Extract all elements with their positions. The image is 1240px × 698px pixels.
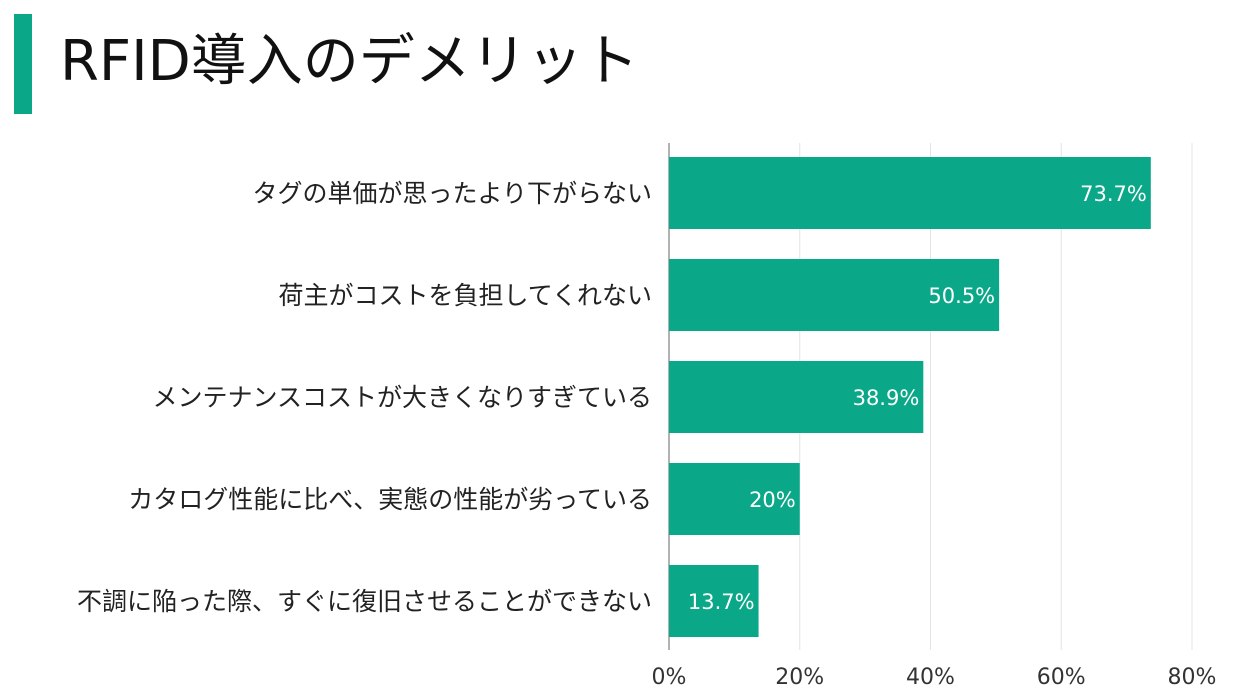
bar <box>669 463 800 535</box>
data-label: 13.7% <box>688 590 755 614</box>
bar <box>669 259 1000 331</box>
x-tick-label: 60% <box>1037 665 1086 690</box>
x-tick-label: 80% <box>1168 665 1217 690</box>
bar <box>669 565 759 637</box>
data-label: 38.9% <box>853 386 920 410</box>
data-label: 50.5% <box>928 284 995 308</box>
bar <box>669 157 1151 229</box>
data-label: 20% <box>749 488 796 512</box>
category-label: 荷主がコストを負担してくれない <box>278 281 652 310</box>
category-labels: タグの単価が思ったより下がらない荷主がコストを負担してくれないメンテナンスコスト… <box>77 179 652 616</box>
chart-title: RFID導入のデメリット <box>60 29 639 94</box>
category-label: タグの単価が思ったより下がらない <box>252 179 652 208</box>
x-tick-label: 40% <box>906 665 955 690</box>
data-label: 73.7% <box>1080 182 1147 206</box>
x-axis-ticks: 0% 20% 40% 60% 80% <box>652 665 1217 690</box>
bars: 73.7% 50.5% 38.9% 20% 13.7% <box>669 157 1151 637</box>
category-label: 不調に陥った際、すぐに復旧させることができない <box>77 587 652 616</box>
category-label: メンテナンスコストが大きくなりすぎている <box>152 383 652 412</box>
category-label: カタログ性能に比べ、実態の性能が劣っている <box>128 485 652 514</box>
bar <box>669 361 924 433</box>
x-tick-label: 20% <box>775 665 824 690</box>
title-accent-bar <box>14 14 32 114</box>
x-tick-label: 0% <box>652 665 687 690</box>
